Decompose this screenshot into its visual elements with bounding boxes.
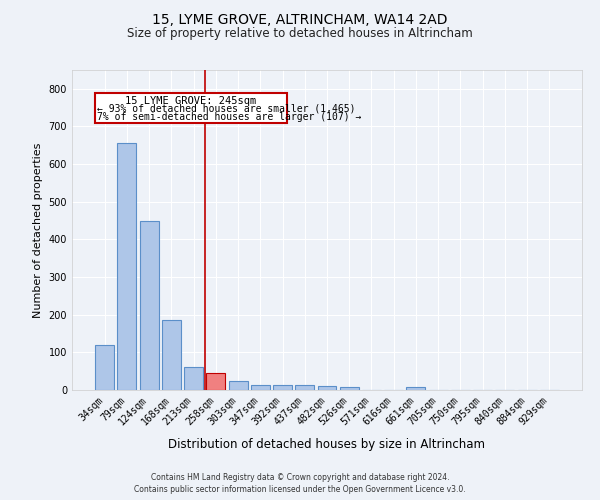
FancyBboxPatch shape — [95, 92, 287, 122]
Bar — [206, 373, 225, 390]
Bar — [273, 385, 292, 390]
Text: ← 93% of detached houses are smaller (1,465): ← 93% of detached houses are smaller (1,… — [97, 103, 355, 113]
Text: 7% of semi-detached houses are larger (107) →: 7% of semi-detached houses are larger (1… — [97, 112, 361, 122]
Bar — [295, 386, 314, 390]
Bar — [95, 345, 114, 390]
Y-axis label: Number of detached properties: Number of detached properties — [33, 142, 43, 318]
Bar — [340, 388, 359, 390]
Bar — [184, 368, 203, 390]
Bar — [162, 320, 181, 390]
Text: Size of property relative to detached houses in Altrincham: Size of property relative to detached ho… — [127, 28, 473, 40]
X-axis label: Distribution of detached houses by size in Altrincham: Distribution of detached houses by size … — [169, 438, 485, 451]
Bar — [317, 386, 337, 390]
Bar — [118, 144, 136, 390]
Bar — [229, 380, 248, 390]
Text: 15, LYME GROVE, ALTRINCHAM, WA14 2AD: 15, LYME GROVE, ALTRINCHAM, WA14 2AD — [152, 12, 448, 26]
Bar — [406, 387, 425, 390]
Bar — [251, 386, 270, 390]
Text: 15 LYME GROVE: 245sqm: 15 LYME GROVE: 245sqm — [125, 96, 256, 106]
Bar — [140, 220, 158, 390]
Text: Contains HM Land Registry data © Crown copyright and database right 2024.
Contai: Contains HM Land Registry data © Crown c… — [134, 472, 466, 494]
